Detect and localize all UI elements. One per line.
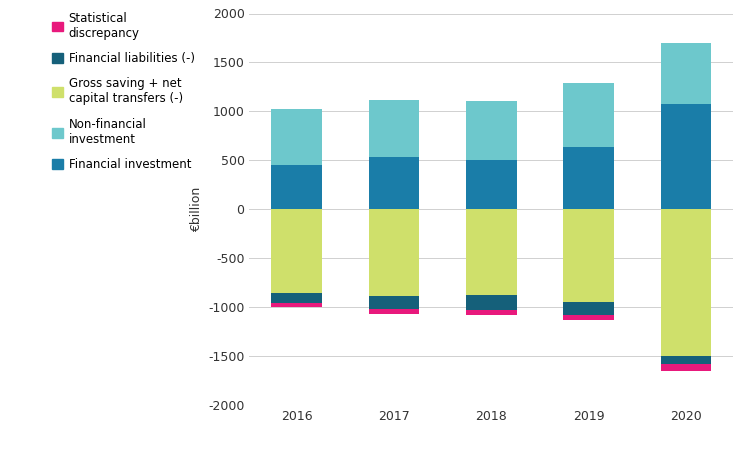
Bar — [661, 104, 711, 209]
Bar — [271, 165, 322, 209]
Bar — [661, 43, 711, 104]
Bar — [466, 160, 516, 209]
Bar — [466, 295, 516, 310]
Bar — [563, 302, 614, 315]
Bar — [466, 101, 516, 160]
Bar — [466, 310, 516, 315]
Bar — [661, 209, 711, 356]
Bar — [271, 109, 322, 165]
Bar — [369, 309, 420, 315]
Y-axis label: €billion: €billion — [190, 187, 203, 232]
Bar — [369, 158, 420, 209]
Bar — [563, 209, 614, 302]
Bar — [369, 296, 420, 309]
Bar — [661, 364, 711, 371]
Bar — [563, 315, 614, 320]
Bar — [369, 209, 420, 296]
Bar — [271, 209, 322, 293]
Legend: Statistical
discrepancy, Financial liabilities (-), Gross saving + net
capital t: Statistical discrepancy, Financial liabi… — [52, 12, 195, 171]
Bar — [271, 303, 322, 307]
Bar — [369, 100, 420, 158]
Bar — [271, 293, 322, 303]
Bar — [563, 147, 614, 209]
Bar — [466, 209, 516, 295]
Bar — [563, 84, 614, 147]
Bar — [661, 356, 711, 364]
